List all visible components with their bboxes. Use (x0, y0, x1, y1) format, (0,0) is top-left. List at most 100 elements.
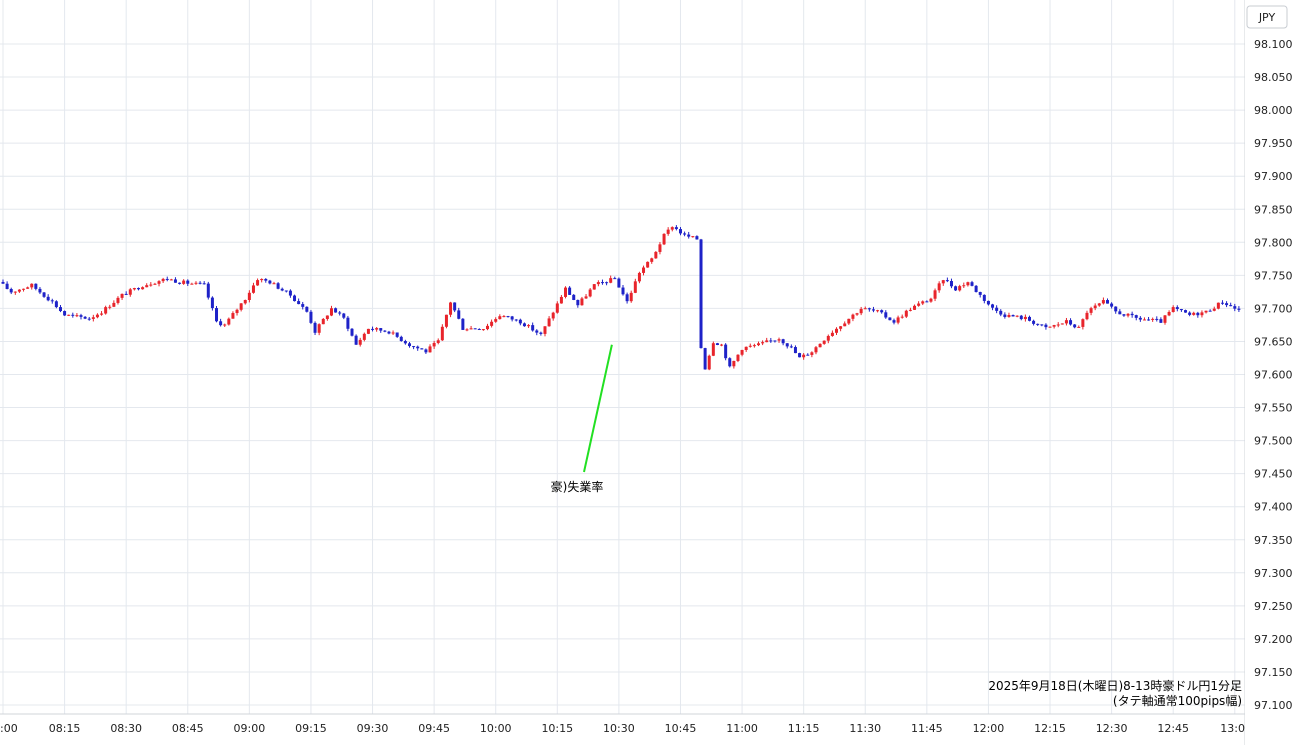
y-tick-label: 97.500 (1254, 435, 1293, 448)
candle-body (1184, 310, 1188, 313)
candle-body (999, 310, 1003, 315)
candle-body (761, 342, 765, 344)
candle-body (502, 316, 506, 318)
candle-body (814, 347, 818, 353)
candle-body (1044, 324, 1048, 328)
candle-body (264, 279, 268, 281)
candle-body (1118, 311, 1122, 315)
y-tick-label: 97.550 (1254, 402, 1293, 415)
annotation-label: 豪)失業率 (551, 479, 604, 494)
candle-body (371, 328, 375, 330)
candle-body (239, 303, 243, 310)
candle-body (1110, 303, 1114, 307)
x-tick-label: 11:30 (849, 722, 881, 735)
candle-body (884, 312, 888, 318)
candle-body (937, 283, 941, 291)
candle-body (1122, 314, 1126, 316)
candle-body (182, 280, 186, 284)
candle-body (387, 331, 391, 334)
candle-body (260, 279, 264, 281)
candle-body (235, 309, 239, 314)
candle-body (851, 314, 855, 319)
candle-body (629, 292, 633, 302)
candle-body (87, 318, 91, 320)
candle-body (777, 339, 781, 341)
candle-body (190, 283, 194, 285)
candle-body (781, 339, 785, 344)
candle-body (1225, 303, 1229, 306)
caption-line-2: (タテ軸通常100pips幅) (1113, 693, 1242, 708)
candle-body (202, 283, 206, 285)
candle-body (658, 244, 662, 252)
candle-body (871, 309, 875, 311)
y-tick-label: 97.750 (1254, 269, 1293, 282)
candle-body (112, 302, 116, 307)
candle-body (272, 283, 276, 285)
candle-body (843, 323, 847, 327)
candle-body (206, 283, 210, 298)
candle-body (38, 288, 42, 293)
candle-body (63, 311, 67, 316)
candle-body (1, 281, 5, 284)
x-tick-label: 08:30 (110, 722, 142, 735)
x-tick-label: 08:45 (172, 722, 204, 735)
candle-body (818, 343, 822, 348)
candle-body (564, 287, 568, 297)
caption-line-1: 2025年9月18日(木曜日)8-13時豪ドル円1分足 (988, 678, 1242, 693)
candle-body (256, 280, 260, 286)
candle-body (514, 319, 518, 321)
candle-body (822, 340, 826, 344)
y-tick-label: 97.200 (1254, 633, 1293, 646)
candle-body (494, 319, 498, 322)
candle-body (1073, 324, 1077, 328)
candle-body (691, 236, 695, 238)
candle-body (243, 299, 247, 304)
candle-body (535, 330, 539, 333)
candle-body (210, 297, 214, 309)
candle-body (1032, 320, 1036, 324)
candle-body (120, 293, 124, 298)
candle-body (584, 296, 588, 299)
x-axis: :00 08:15 08:30 08:45 09:00 09:15 09:30 09:45 10… (0, 713, 1245, 735)
candle-body (580, 298, 584, 306)
y-tick-label: 97.700 (1254, 302, 1293, 315)
candle-body (1036, 323, 1040, 325)
candle-body (1179, 309, 1183, 311)
y-tick-label: 97.450 (1254, 468, 1293, 481)
candle-body (826, 335, 830, 341)
candle-body (1130, 313, 1134, 316)
x-tick-labels: :00 08:15 08:30 08:45 09:00 09:15 09:30 09:45 10… (0, 722, 1245, 735)
candle-body (904, 310, 908, 317)
candle-body (683, 233, 687, 235)
candle-body (699, 239, 703, 349)
y-tick-label: 97.400 (1254, 501, 1293, 514)
candle-body (913, 305, 917, 310)
candle-body (576, 299, 580, 306)
candle-body (637, 272, 641, 282)
candle-body (153, 283, 157, 285)
x-tick-label: 12:00 (973, 722, 1005, 735)
candle-body (91, 317, 95, 319)
candle-body (678, 229, 682, 234)
candle-body (1015, 315, 1019, 317)
candle-body (280, 288, 284, 291)
candle-body (1101, 300, 1105, 304)
candle-body (892, 320, 896, 323)
candle-body (715, 343, 719, 346)
candle-body (1159, 319, 1163, 323)
candle-body (933, 290, 937, 299)
candle-body (707, 355, 711, 370)
candle-body (1237, 308, 1241, 310)
y-tick-labels: 98.100 98.050 98.000 97.950 97.900 97.850 97.8… (1254, 38, 1293, 712)
candle-body (354, 335, 358, 345)
candle-body (194, 282, 198, 284)
candle-body (740, 349, 744, 355)
candle-body (444, 314, 448, 327)
x-tick-label: :00 (0, 722, 18, 735)
candle-body (711, 343, 715, 356)
candle-body (596, 282, 600, 285)
candle-body (744, 346, 748, 350)
candle-body (855, 313, 859, 315)
candle-body (149, 284, 153, 286)
candle-body (765, 340, 769, 343)
